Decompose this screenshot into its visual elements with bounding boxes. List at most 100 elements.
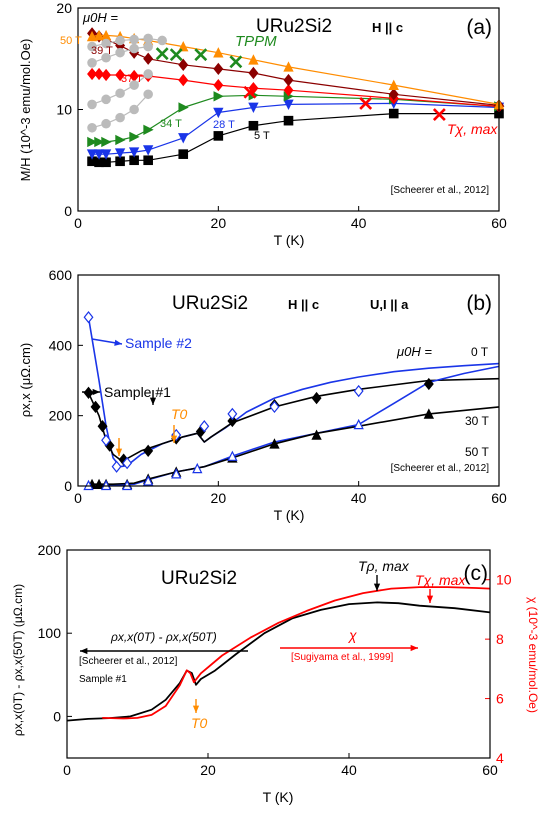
panel-a-data-point xyxy=(178,102,189,113)
panel-b-ytick-label: 600 xyxy=(49,267,73,283)
panel-a-data-point xyxy=(93,149,105,160)
panel-b-data-point xyxy=(142,475,154,486)
panel-a-ytick-label: 0 xyxy=(64,203,72,219)
panel-a-tppm-marker xyxy=(169,48,183,62)
panel-a-xtick-label: 0 xyxy=(74,215,82,231)
panel-a-data-point xyxy=(283,115,294,126)
panel-b-data-point xyxy=(227,407,238,421)
panel-b-xlabel: T (K) xyxy=(274,507,305,523)
panel-c-ytick-label: 100 xyxy=(38,625,62,641)
panel-a-xtick-label: 60 xyxy=(491,215,507,231)
panel-b-sample2-label: Sample #2 xyxy=(125,335,192,351)
panel-a-data-point xyxy=(283,99,294,110)
panel-a-series-label-34T: 34 T xyxy=(160,118,182,130)
panel-a-data-point xyxy=(101,118,111,129)
panel-a-data-point xyxy=(248,120,259,131)
panel-b-xtick-label: 0 xyxy=(74,490,82,506)
panel-a-data-point xyxy=(87,99,97,110)
panel-a-data-point xyxy=(129,131,140,143)
panel-a-series-label-39T: 39 T xyxy=(91,45,113,57)
panel-b-data-point xyxy=(83,311,94,324)
panel-b-data-point xyxy=(353,418,364,430)
panel-a-data-point xyxy=(213,107,224,119)
panel-a-data-point xyxy=(143,155,153,166)
panel-a-data-point xyxy=(248,66,259,80)
panel-c-sample-label: Sample #1 xyxy=(79,674,127,685)
panel-b-data-point xyxy=(199,420,210,433)
panel-b-data-point xyxy=(83,386,94,399)
panel-b-field-label: H || c xyxy=(288,297,319,312)
panel-a-data-point xyxy=(143,41,153,52)
panel-a-data-point xyxy=(87,122,97,133)
panel-c-trho-arrow-head xyxy=(373,583,381,591)
panel-b-sample2-arrow-head xyxy=(114,339,122,346)
panel-c-label: (c) xyxy=(464,562,489,585)
panel-a-ytick-label: 10 xyxy=(56,102,72,118)
panel-a-data-point xyxy=(283,61,294,72)
panel-a-data-point xyxy=(115,47,125,58)
panel-a-data-point xyxy=(93,29,105,41)
panel-b-data-point xyxy=(269,438,280,449)
panel-a-data-point xyxy=(143,69,153,79)
panel-b-xtick-label: 20 xyxy=(211,490,227,506)
panel-a-data-point xyxy=(178,73,189,87)
panel-b-data-point xyxy=(121,479,133,491)
panel-c-xtick-label: 0 xyxy=(63,762,71,778)
panel-a-reference: [Scheerer et al., 2012] xyxy=(391,185,490,196)
panel-a-data-point xyxy=(143,52,154,65)
panel-a-data-point xyxy=(283,73,294,87)
panel-c-chi-arrow-head xyxy=(410,644,418,652)
panel-b-data-point xyxy=(227,414,238,428)
panel-a-data-point xyxy=(94,136,105,148)
panel-a-data-point xyxy=(248,54,259,65)
panel-a-data-point xyxy=(94,67,105,81)
panel-c-xtick-label: 40 xyxy=(341,762,357,778)
panel-a-ylabel: M/H (10^-3 emu/mol.Oe) xyxy=(18,39,33,182)
panel-b-label: (b) xyxy=(466,292,492,315)
panel-a-data-point xyxy=(101,38,111,49)
panel-c-ylabel-right: χ (10^-3 emu/mol.Oe) xyxy=(526,597,540,713)
panel-c-diff-label: ρx,x(0T) - ρx,x(50T) xyxy=(110,630,217,644)
panel-b-data-point xyxy=(97,420,108,433)
panel-b-t0-arrow-2-head xyxy=(170,435,178,443)
panel-c-ytick-label: 0 xyxy=(53,708,61,724)
panel-a-tchimax-marker xyxy=(359,96,373,110)
panel-a-data-point xyxy=(128,147,140,158)
panel-a-xtick-label: 20 xyxy=(211,215,227,231)
panel-b-data-point xyxy=(227,450,238,461)
panel-a-data-point xyxy=(101,136,112,148)
panel-b-data-point xyxy=(122,456,133,470)
panel-c-ytick-right-label: 8 xyxy=(496,631,504,647)
panel-b-data-point xyxy=(90,400,101,414)
panel-b-data-point xyxy=(423,377,434,391)
panel-a-series-line xyxy=(91,34,500,105)
panel-c-ytick-right-label: 6 xyxy=(496,691,504,707)
panel-b-reference: [Scheerer et al., 2012] xyxy=(391,463,490,474)
panel-b-ylabel: ρx,x (μΩ.cm) xyxy=(18,343,33,417)
panel-b-xtick-label: 40 xyxy=(351,490,367,506)
panel-b-curve xyxy=(87,377,500,461)
panel-b-field-30T: 30 T xyxy=(465,414,489,428)
panel-a-data-point xyxy=(213,62,224,76)
panel-a-data-point xyxy=(142,145,154,156)
panel-a-data-point xyxy=(87,67,98,81)
panel-a-data-point xyxy=(143,124,154,135)
panel-b-sample1-pointer-head xyxy=(149,397,157,405)
panel-a-field-label: H || c xyxy=(372,20,403,35)
panel-a-ytick-label: 20 xyxy=(56,0,72,16)
panel-b-curve xyxy=(88,365,500,487)
panel-b-data-point xyxy=(192,462,203,474)
panel-b-data-point xyxy=(111,460,122,473)
panel-c-xtick-label: 20 xyxy=(200,762,216,778)
panel-b-t0-arrow-head xyxy=(115,448,123,456)
panel-c-xlabel: T (K) xyxy=(263,789,294,805)
panel-c-tchi-arrow-head xyxy=(426,595,434,603)
panel-b-ytick-label: 200 xyxy=(49,408,73,424)
panel-a-tppm-marker xyxy=(194,48,208,62)
panel-a-tppm-marker xyxy=(229,55,243,69)
panel-a-series-label-50T: 50 T xyxy=(60,35,82,47)
panel-c-tchi-label: Tχ, max xyxy=(415,572,466,588)
panel-a-tchimax-label: Tχ, max xyxy=(447,121,498,137)
panel-b-data-point xyxy=(101,434,112,447)
